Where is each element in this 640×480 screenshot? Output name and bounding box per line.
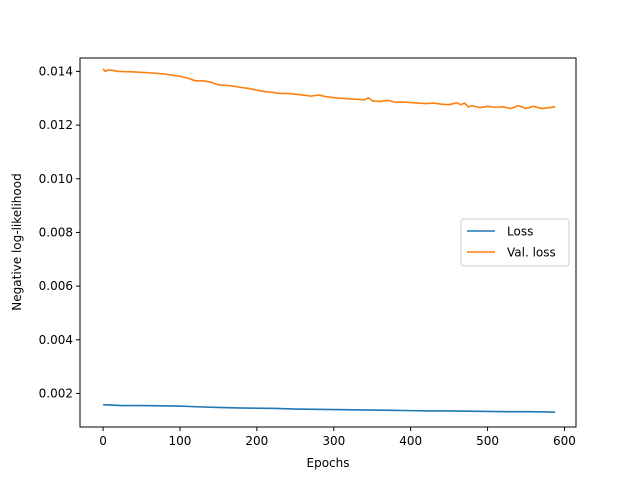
series-layer — [102, 68, 556, 414]
x-axis: 0 100 200 300 400 500 600 — [99, 427, 576, 448]
series-line-loss — [103, 403, 556, 414]
x-tick-label: 600 — [553, 434, 576, 448]
x-axis-label: Epochs — [307, 456, 350, 470]
y-tick-label: 0.006 — [39, 279, 73, 293]
series-line-val-loss — [102, 68, 556, 110]
plot-frame — [79, 57, 577, 428]
legend: Loss Val. loss — [460, 218, 570, 267]
x-tick-label: 500 — [476, 434, 499, 448]
x-tick-label: 200 — [245, 434, 268, 448]
legend-label-val-loss: Val. loss — [507, 246, 556, 260]
y-tick-label: 0.008 — [39, 225, 73, 239]
y-tick-label: 0.002 — [39, 386, 73, 400]
y-tick-label: 0.010 — [39, 172, 73, 186]
x-tick-label: 0 — [99, 434, 107, 448]
y-axis: 0.002 0.004 0.006 0.008 0.010 0.012 0.014 — [39, 64, 80, 400]
legend-label-loss: Loss — [507, 225, 533, 239]
y-axis-label: Negative log-likelihood — [10, 173, 24, 310]
x-tick-label: 400 — [399, 434, 422, 448]
x-tick-label: 300 — [322, 434, 345, 448]
y-tick-label: 0.004 — [39, 333, 73, 347]
y-tick-label: 0.012 — [39, 118, 73, 132]
y-tick-label: 0.014 — [39, 64, 73, 78]
x-tick-label: 100 — [169, 434, 192, 448]
